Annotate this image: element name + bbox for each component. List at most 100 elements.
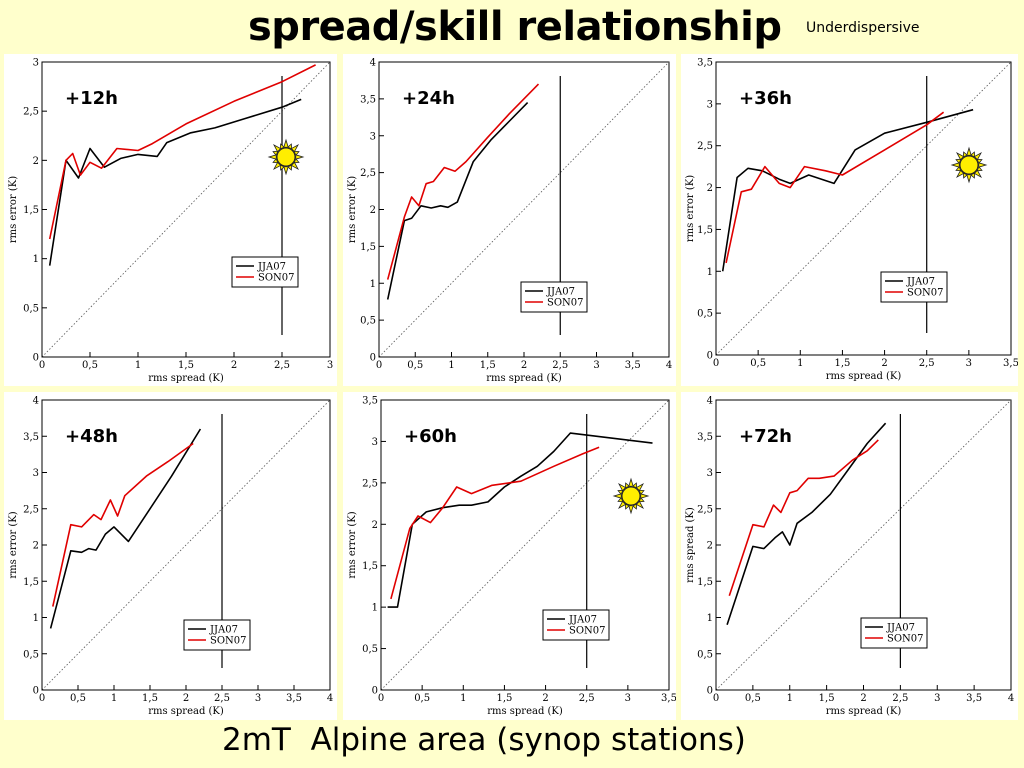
- series-line-son07: [725, 111, 945, 264]
- y-axis-label: rms error (K): [347, 511, 358, 578]
- x-tick-label: 0: [39, 360, 45, 371]
- chart-panel-72h: 0 0,5 1 1,5 2 2,5 3 3,5 4 0 0,5 1 1,5 2 2,5 3 3,5 4 rms sp…: [681, 392, 1018, 720]
- legend-label-jja07: JJA07: [257, 262, 286, 273]
- series-line-jja07: [721, 108, 974, 272]
- series-line-son07: [52, 442, 194, 607]
- x-tick-label: 1: [797, 358, 803, 369]
- series-line-jja07: [386, 102, 529, 300]
- y-tick-label: 3: [33, 468, 39, 479]
- x-tick-label: 1: [111, 693, 117, 704]
- legend-label-son07: SON07: [547, 298, 584, 309]
- series-line-jja07: [726, 422, 887, 626]
- y-tick-label: 3,5: [362, 396, 378, 407]
- y-tick-label: 0: [707, 686, 713, 697]
- y-tick-label: 3: [33, 58, 39, 69]
- x-tick-label: 3,5: [625, 360, 641, 371]
- x-tick-label: 0,5: [745, 693, 761, 704]
- chart-panel-36h: 0 0,5 1 1,5 2 2,5 3 3,5 0 0,5 1 1,5 2 2,5 3 3,5 rms spre…: [681, 54, 1018, 386]
- chart-panel-24h: 0 0,5 1 1,5 2 2,5 3 3,5 4 0 0,5 1 1,5 2 2,5 3 3,5 4 rms sp…: [343, 54, 676, 386]
- x-tick-label: 4: [327, 693, 333, 704]
- y-tick-label: 1,5: [23, 577, 39, 588]
- diagonal-reference-line: [41, 399, 331, 691]
- y-tick-label: 2,5: [697, 504, 713, 515]
- x-tick-label: 4: [666, 360, 672, 371]
- y-tick-label: 1,5: [360, 242, 376, 253]
- x-tick-label: 2,5: [579, 693, 595, 704]
- lead-time-label: +24h: [402, 88, 455, 109]
- x-tick-label: 3: [625, 693, 631, 704]
- x-tick-label: 2,5: [214, 693, 230, 704]
- x-tick-label: 3,5: [286, 693, 302, 704]
- diagonal-reference-line: [715, 399, 1012, 691]
- legend-label-son07: SON07: [258, 273, 295, 284]
- y-tick-label: 0: [707, 351, 713, 362]
- y-tick-label: 2: [33, 541, 39, 552]
- x-tick-label: 0,5: [82, 360, 98, 371]
- series-line-jja07: [48, 98, 302, 266]
- y-tick-label: 2: [370, 205, 376, 216]
- x-axis-label: rms spread (K): [826, 371, 902, 382]
- y-tick-label: 0: [33, 353, 39, 364]
- sun-icon: [267, 138, 305, 176]
- x-axis-label: rms spread (K): [486, 373, 562, 384]
- chart-panel-12h: 0 0,5 1 1,5 2 2,5 3 0 0,5 1 1,5 2 2,5 3 rms spread (K)…: [4, 54, 337, 386]
- legend-box: [860, 617, 928, 649]
- diagonal-reference-line: [715, 61, 1012, 356]
- x-tick-label: 3: [327, 360, 333, 371]
- y-tick-label: 0,5: [697, 649, 713, 660]
- x-tick-label: 1,5: [480, 360, 496, 371]
- y-axis-label: rms error (K): [8, 176, 19, 243]
- y-tick-label: 4: [370, 58, 376, 69]
- y-tick-label: 1,5: [362, 561, 378, 572]
- x-tick-label: 2,5: [274, 360, 290, 371]
- legend-label-jja07: JJA07: [546, 287, 575, 298]
- y-tick-label: 1: [33, 254, 39, 265]
- x-tick-label: 0,5: [750, 358, 766, 369]
- x-tick-label: 3,5: [661, 693, 676, 704]
- x-axis-label: rms spread (K): [148, 373, 224, 384]
- legend-box: [542, 609, 610, 641]
- y-tick-label: 0,5: [23, 303, 39, 314]
- x-tick-label: 0: [378, 693, 384, 704]
- series-line-son07: [728, 439, 879, 597]
- underdispersive-note: Underdispersive: [806, 20, 920, 36]
- x-tick-label: 0: [713, 358, 719, 369]
- y-tick-label: 1,5: [23, 205, 39, 216]
- y-tick-label: 3,5: [23, 432, 39, 443]
- y-tick-label: 2: [33, 156, 39, 167]
- y-tick-label: 2,5: [362, 478, 378, 489]
- sun-icon: [950, 146, 988, 184]
- x-tick-label: 2: [183, 693, 189, 704]
- x-tick-label: 4: [1008, 693, 1014, 704]
- series-line-son07: [386, 83, 540, 280]
- y-tick-label: 4: [707, 396, 713, 407]
- x-tick-label: 3: [934, 693, 940, 704]
- series-line-son07: [48, 64, 316, 240]
- x-tick-label: 2,5: [919, 358, 935, 369]
- x-tick-label: 2,5: [892, 693, 908, 704]
- x-tick-label: 2,5: [552, 360, 568, 371]
- y-tick-label: 0: [33, 686, 39, 697]
- x-tick-label: 2: [231, 360, 237, 371]
- y-axis-label: rms error (K): [685, 175, 696, 242]
- page-title: spread/skill relationship: [248, 4, 782, 50]
- x-tick-label: 0,5: [414, 693, 430, 704]
- series-line-jja07: [49, 428, 202, 629]
- legend-label-son07: SON07: [887, 634, 924, 645]
- lead-time-label: +72h: [739, 426, 792, 447]
- legend-box: [520, 281, 588, 313]
- sun-icon: [612, 477, 650, 515]
- y-tick-label: 3,5: [697, 58, 713, 69]
- x-tick-label: 1,5: [834, 358, 850, 369]
- x-tick-label: 0: [713, 693, 719, 704]
- legend-label-jja07: JJA07: [906, 277, 935, 288]
- chart-panel-48h: 0 0,5 1 1,5 2 2,5 3 3,5 4 0 0,5 1 1,5 2 2,5 3 3,5 4 rms sp…: [4, 392, 337, 720]
- y-tick-label: 2,5: [697, 141, 713, 152]
- x-axis-label: rms spread (K): [826, 706, 902, 717]
- x-tick-label: 1,5: [819, 693, 835, 704]
